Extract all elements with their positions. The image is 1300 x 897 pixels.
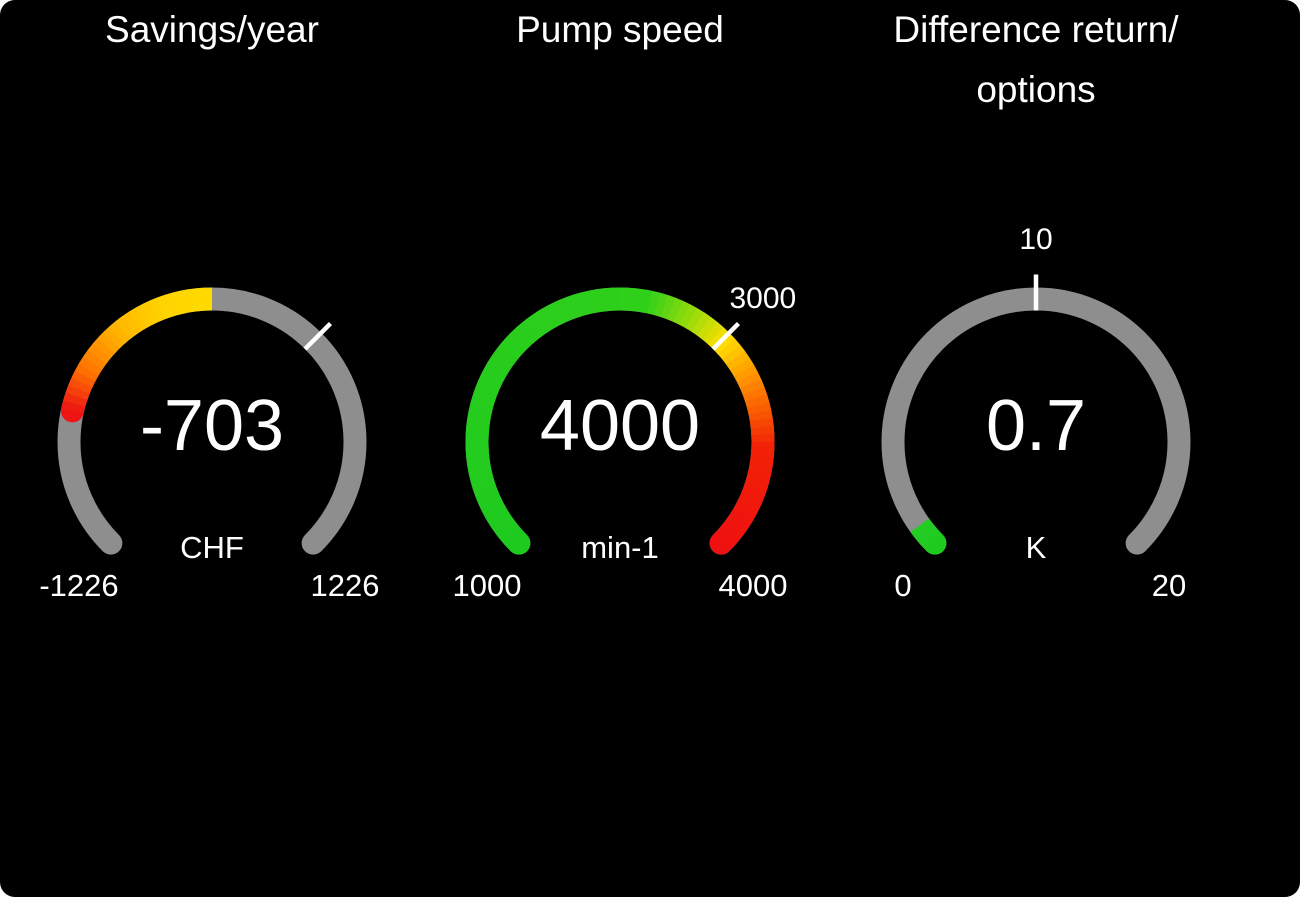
gauge-dial	[57, 287, 367, 555]
gauge-savings-year: Savings/year -703 CHF -1226 1226	[30, 0, 394, 660]
gauge-threshold-tick	[711, 321, 741, 351]
gauge-min-label: -1226	[39, 568, 119, 603]
gauge-pump-speed: Pump speed 4000 min-1 1000 4000 3000	[438, 0, 802, 660]
gauge-threshold-tick	[303, 321, 333, 351]
gauge-fill	[910, 518, 947, 555]
gauge-value: -703	[139, 386, 285, 466]
gauge-min-label: 0	[894, 568, 912, 603]
gauge-dial	[465, 287, 775, 555]
gauge-value: 4000	[539, 386, 701, 466]
gauge-unit: min-1	[581, 530, 659, 565]
tick-label: 10	[1019, 223, 1053, 256]
gauge-dial	[881, 274, 1191, 555]
gauge-title: Pump speed	[516, 9, 724, 50]
gauge-max-label: 20	[1151, 568, 1187, 603]
gauge-unit: K	[1025, 530, 1047, 565]
gauge-fill	[465, 287, 775, 555]
gauge-value: 0.7	[985, 386, 1087, 466]
gauge-max-label: 4000	[718, 568, 788, 603]
gauge-unit: CHF	[180, 530, 244, 565]
gauge-track	[57, 287, 367, 555]
gauge-max-label: 1226	[310, 568, 380, 603]
gauge-title: Difference return/ options	[893, 9, 1179, 110]
gauge-min-label: 1000	[452, 568, 522, 603]
gauge-title: Savings/year	[105, 9, 319, 50]
gauge-fill	[60, 287, 213, 423]
tick-label: 3000	[729, 282, 797, 316]
gauge-difference-return-options: Difference return/ options 0.7 K 0 20 10	[854, 0, 1218, 660]
